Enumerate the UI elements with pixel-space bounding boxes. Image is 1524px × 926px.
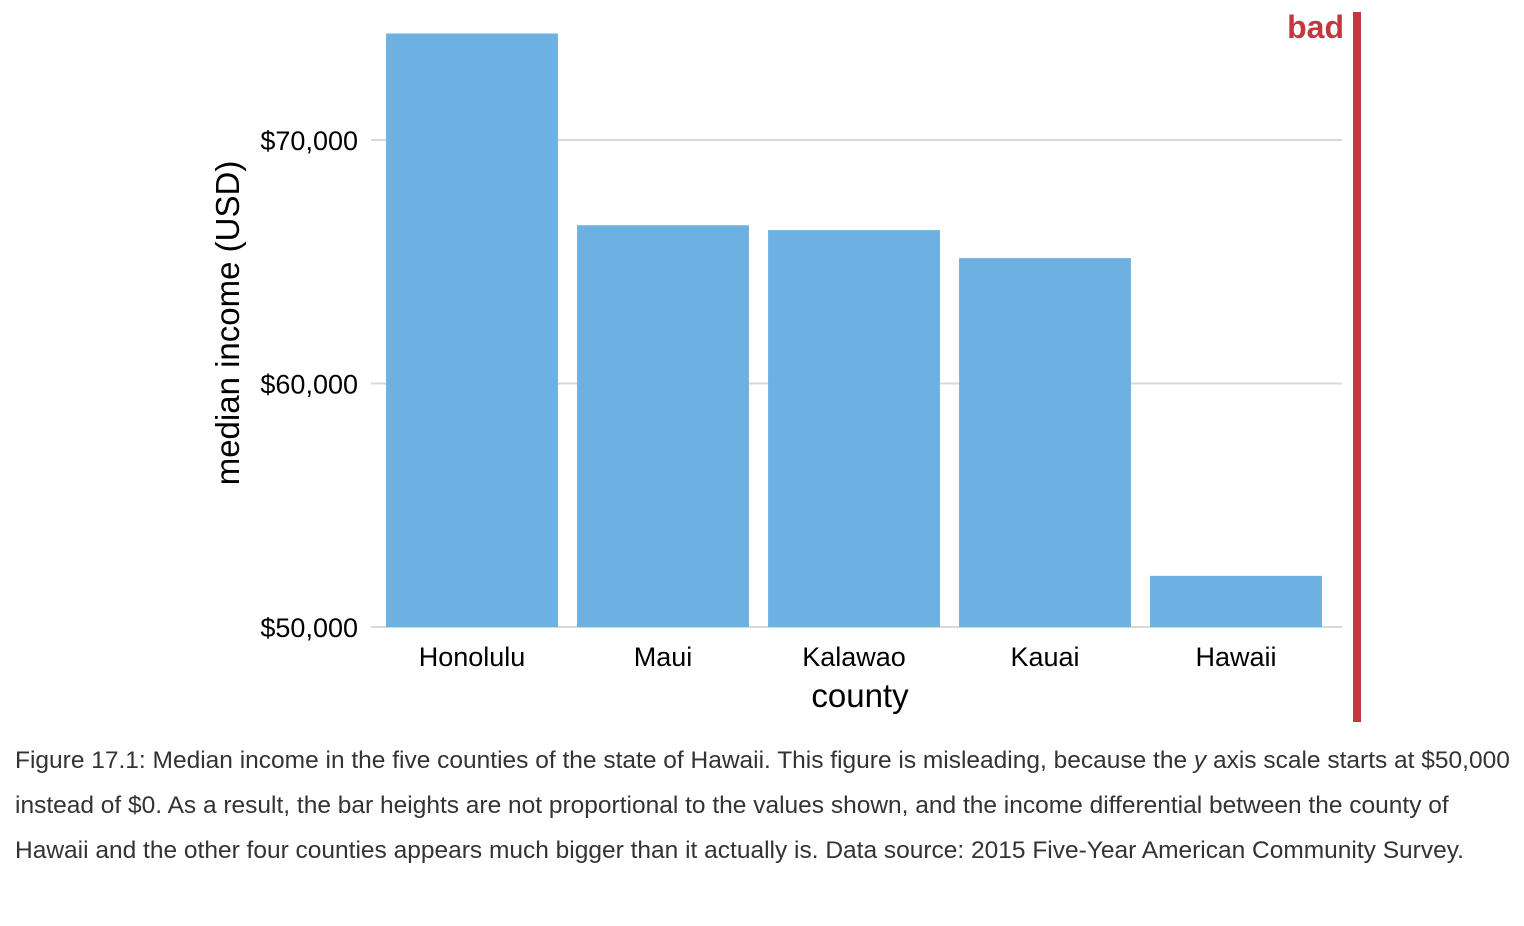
bar-hawaii [1150,575,1322,627]
y-tick-label: $70,000 [260,126,358,156]
y-tick-labels: $50,000 $60,000 $70,000 [260,126,358,643]
bar-maui [577,225,749,627]
bar-kauai [959,258,1131,627]
figure-caption: Figure 17.1: Median income in the five c… [15,738,1515,873]
x-tick-labels: Honolulu Maui Kalawao Kauai Hawaii [419,642,1277,672]
caption-text-1: Figure 17.1: Median income in the five c… [15,747,1194,774]
x-axis-title: county [811,677,909,714]
bar-honolulu [386,33,558,627]
x-tick-label: Hawaii [1195,642,1276,672]
bars [386,33,1322,627]
x-tick-label: Honolulu [419,642,526,672]
bar-kalawao [768,230,940,627]
y-tick-label: $60,000 [260,370,358,400]
y-axis-title: median income (USD) [209,161,246,486]
bad-badge: bad [1287,9,1344,45]
caption-text-2: axis scale starts at $50,000 instead of … [15,747,1510,864]
x-tick-label: Kalawao [802,642,906,672]
x-tick-label: Kauai [1010,642,1079,672]
y-tick-label: $50,000 [260,613,358,643]
bad-indicator-line [1353,12,1361,722]
x-tick-label: Maui [634,642,693,672]
caption-italic-y: y [1193,747,1207,774]
bar-chart: Honolulu Maui Kalawao Kauai Hawaii $50,000 $6… [209,9,1361,722]
